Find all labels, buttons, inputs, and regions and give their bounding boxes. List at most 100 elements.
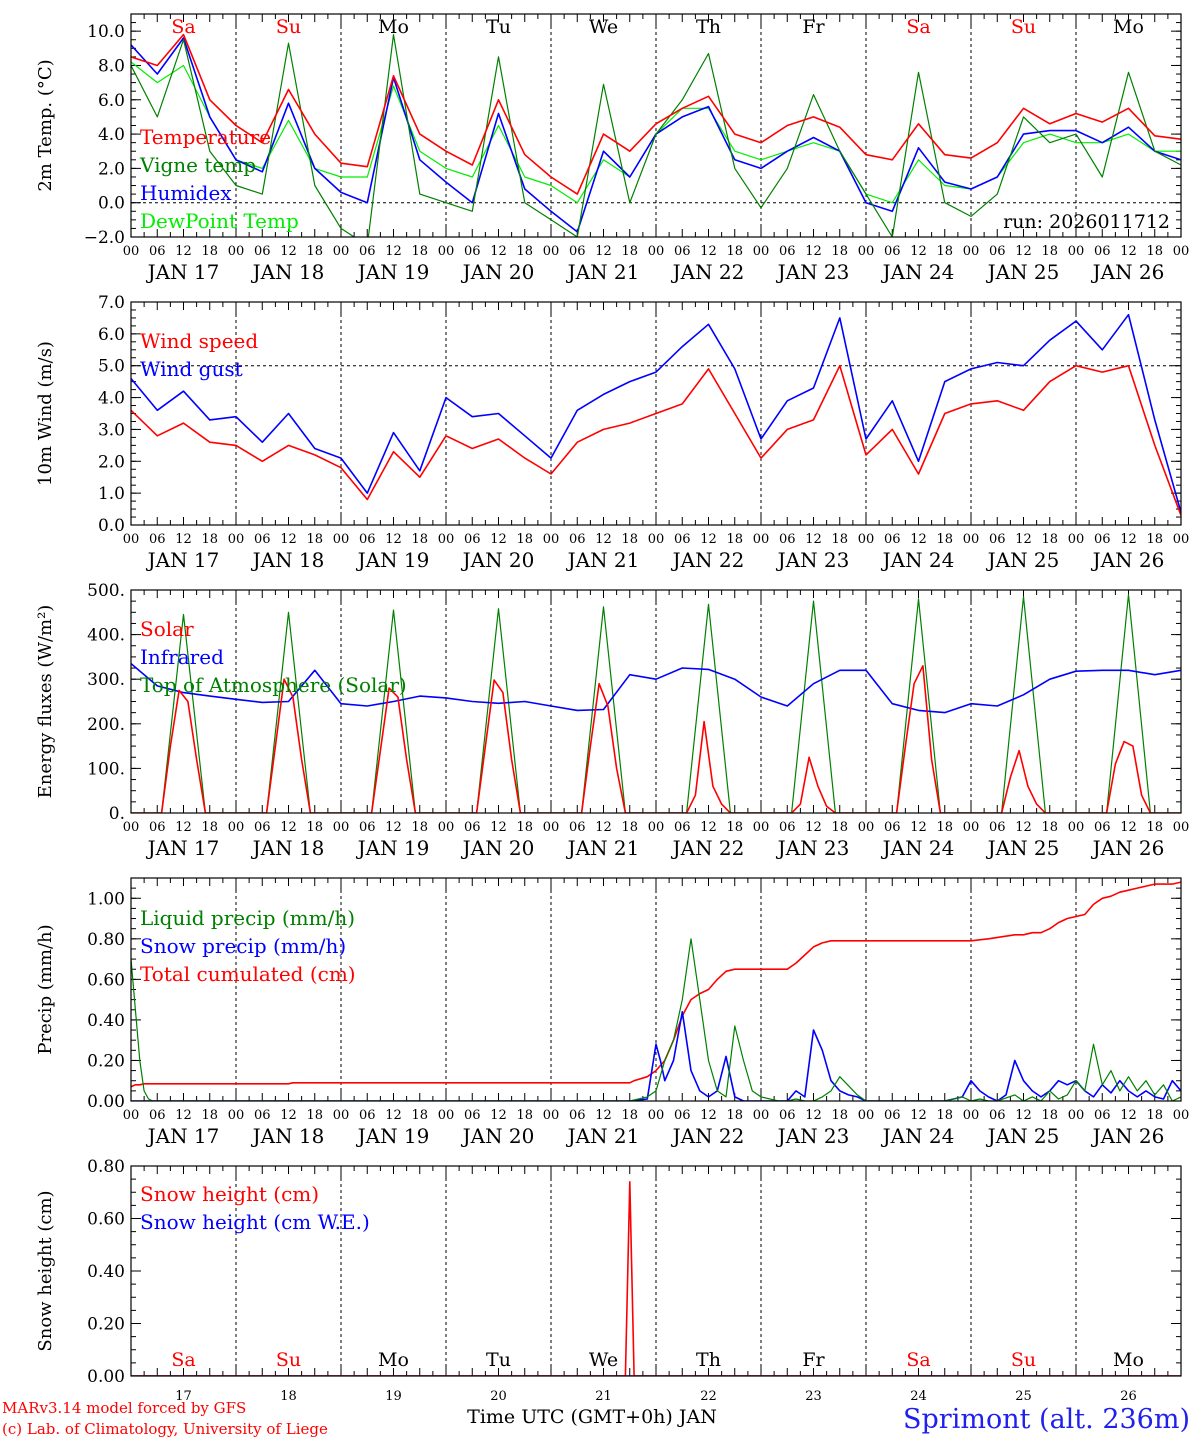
chart-panels: −2.0 0.0 2.0 4.0 6.0 8.0 10.0 2m Temp. (°C) 00 06… — [35, 13, 1190, 1404]
series-line-snow-height-cm- — [131, 1181, 1181, 1376]
x-hour-label: 00 — [648, 532, 665, 547]
x-hour-label: 12 — [595, 820, 612, 835]
x-date-label: JAN 25 — [986, 548, 1060, 572]
x-hour-label: 18 — [936, 820, 953, 835]
x-hour-label: 00 — [228, 244, 245, 259]
y-tick-label: 2.0 — [98, 159, 125, 179]
x-hour-label: 06 — [359, 244, 376, 259]
x-hour-label: 06 — [359, 1108, 376, 1123]
x-date-label: JAN 22 — [671, 260, 745, 284]
x-hour-label: 00 — [648, 820, 665, 835]
x-date-label: JAN 25 — [986, 836, 1060, 860]
x-hour-label: 06 — [149, 820, 166, 835]
y-tick-label: 0.0 — [98, 516, 125, 536]
x-hour-label: 12 — [1015, 1108, 1032, 1123]
y-tick-label: 7.0 — [98, 293, 125, 313]
x-hour-label: 00 — [1068, 532, 1085, 547]
x-hour-label: 12 — [175, 244, 192, 259]
x-hour-label: 12 — [280, 532, 297, 547]
series-line-wind-gust — [131, 313, 1181, 513]
x-hour-label: 12 — [490, 244, 507, 259]
plot-frame — [130, 301, 1182, 526]
x-date-label: JAN 20 — [461, 1124, 535, 1148]
x-hour-label: 18 — [306, 820, 323, 835]
y-tick-label: 3.0 — [98, 420, 125, 440]
x-hour-label: 00 — [858, 244, 875, 259]
x-hour-label: 00 — [228, 1108, 245, 1123]
x-date-label: JAN 17 — [146, 1124, 220, 1148]
y-tick-label: 1.0 — [98, 484, 125, 504]
day-name-label: Su — [1011, 16, 1036, 38]
x-date-label: JAN 17 — [146, 260, 220, 284]
x-hour-label: 00 — [1173, 244, 1190, 259]
x-hour-label: 12 — [910, 1108, 927, 1123]
y-tick-label: 6.0 — [98, 91, 125, 111]
x-hour-label: 12 — [910, 244, 927, 259]
x-hour-label: 18 — [516, 532, 533, 547]
x-hour-label: 00 — [1173, 1108, 1190, 1123]
x-hour-label: 06 — [674, 532, 691, 547]
x-hour-label: 00 — [438, 532, 455, 547]
x-date-label: JAN 19 — [356, 1124, 430, 1148]
panel-flux: 0. 100. 200. 300. 400. 500. Energy fluxes (W/m… — [35, 581, 1189, 860]
legend-entry: Snow height (cm W.E.) — [140, 1210, 370, 1234]
x-hour-label: 12 — [1015, 532, 1032, 547]
y-axis-label: 10m Wind (m/s) — [35, 341, 56, 486]
x-hour-label: 12 — [910, 820, 927, 835]
y-tick-label: 0.20 — [87, 1315, 125, 1335]
x-hour-label: 18 — [1041, 532, 1058, 547]
x-date-label: JAN 22 — [671, 1124, 745, 1148]
y-tick-label: 5.0 — [98, 357, 125, 377]
x-hour-label: 18 — [621, 532, 638, 547]
y-tick-label: −2.0 — [84, 228, 125, 248]
x-hour-label: 06 — [149, 532, 166, 547]
day-name-label: We — [589, 16, 618, 38]
x-date-label: JAN 22 — [671, 548, 745, 572]
y-axis-label: Energy fluxes (W/m²) — [35, 605, 56, 799]
x-hour-label: 00 — [438, 1108, 455, 1123]
legend-entry: Total cumulated (cm) — [140, 962, 356, 986]
legend-entry: Infrared — [140, 645, 224, 669]
x-hour-label: 00 — [333, 820, 350, 835]
x-hour-label: 18 — [726, 532, 743, 547]
x-date-label: JAN 20 — [461, 836, 535, 860]
x-hour-label: 00 — [753, 1108, 770, 1123]
legend-entry: Liquid precip (mm/h) — [140, 906, 355, 930]
x-hour-label: 00 — [963, 1108, 980, 1123]
x-hour-label: 00 — [333, 1108, 350, 1123]
x-date-label: JAN 24 — [881, 260, 955, 284]
x-hour-label: 00 — [123, 820, 140, 835]
x-hour-label: 12 — [490, 1108, 507, 1123]
x-hour-label: 18 — [516, 244, 533, 259]
y-tick-label: 0.60 — [87, 970, 125, 990]
y-tick-label: 0.80 — [87, 1157, 125, 1177]
series-line-infrared — [131, 662, 1181, 714]
y-tick-label: 0.0 — [98, 194, 125, 214]
y-tick-label: 0.40 — [87, 1011, 125, 1031]
day-number-label: 22 — [700, 1389, 717, 1404]
series-group — [131, 1181, 1181, 1376]
x-hour-label: 06 — [569, 820, 586, 835]
day-number-label: 26 — [1120, 1389, 1137, 1404]
x-hour-label: 12 — [1015, 244, 1032, 259]
x-hour-label: 06 — [674, 244, 691, 259]
x-date-label: JAN 23 — [776, 260, 850, 284]
x-hour-label: 00 — [438, 244, 455, 259]
x-hour-label: 18 — [936, 1108, 953, 1123]
x-hour-label: 18 — [1041, 820, 1058, 835]
plot-frame — [130, 589, 1182, 814]
x-hour-label: 06 — [884, 1108, 901, 1123]
x-hour-label: 18 — [621, 820, 638, 835]
x-hour-label: 18 — [1146, 532, 1163, 547]
x-hour-label: 00 — [1068, 1108, 1085, 1123]
legend-entry: Vigne temp — [139, 153, 256, 177]
x-hour-label: 12 — [280, 244, 297, 259]
x-hour-label: 00 — [228, 820, 245, 835]
x-hour-label: 12 — [595, 244, 612, 259]
x-hour-label: 18 — [1146, 244, 1163, 259]
x-hour-label: 18 — [831, 1108, 848, 1123]
series-line-total-cumulated-cm- — [131, 881, 1181, 1088]
day-name-label: Th — [696, 16, 721, 38]
panel-precip: 0.00 0.20 0.40 0.60 0.80 1.00 Precip (mm/h) 00 0… — [35, 877, 1190, 1148]
